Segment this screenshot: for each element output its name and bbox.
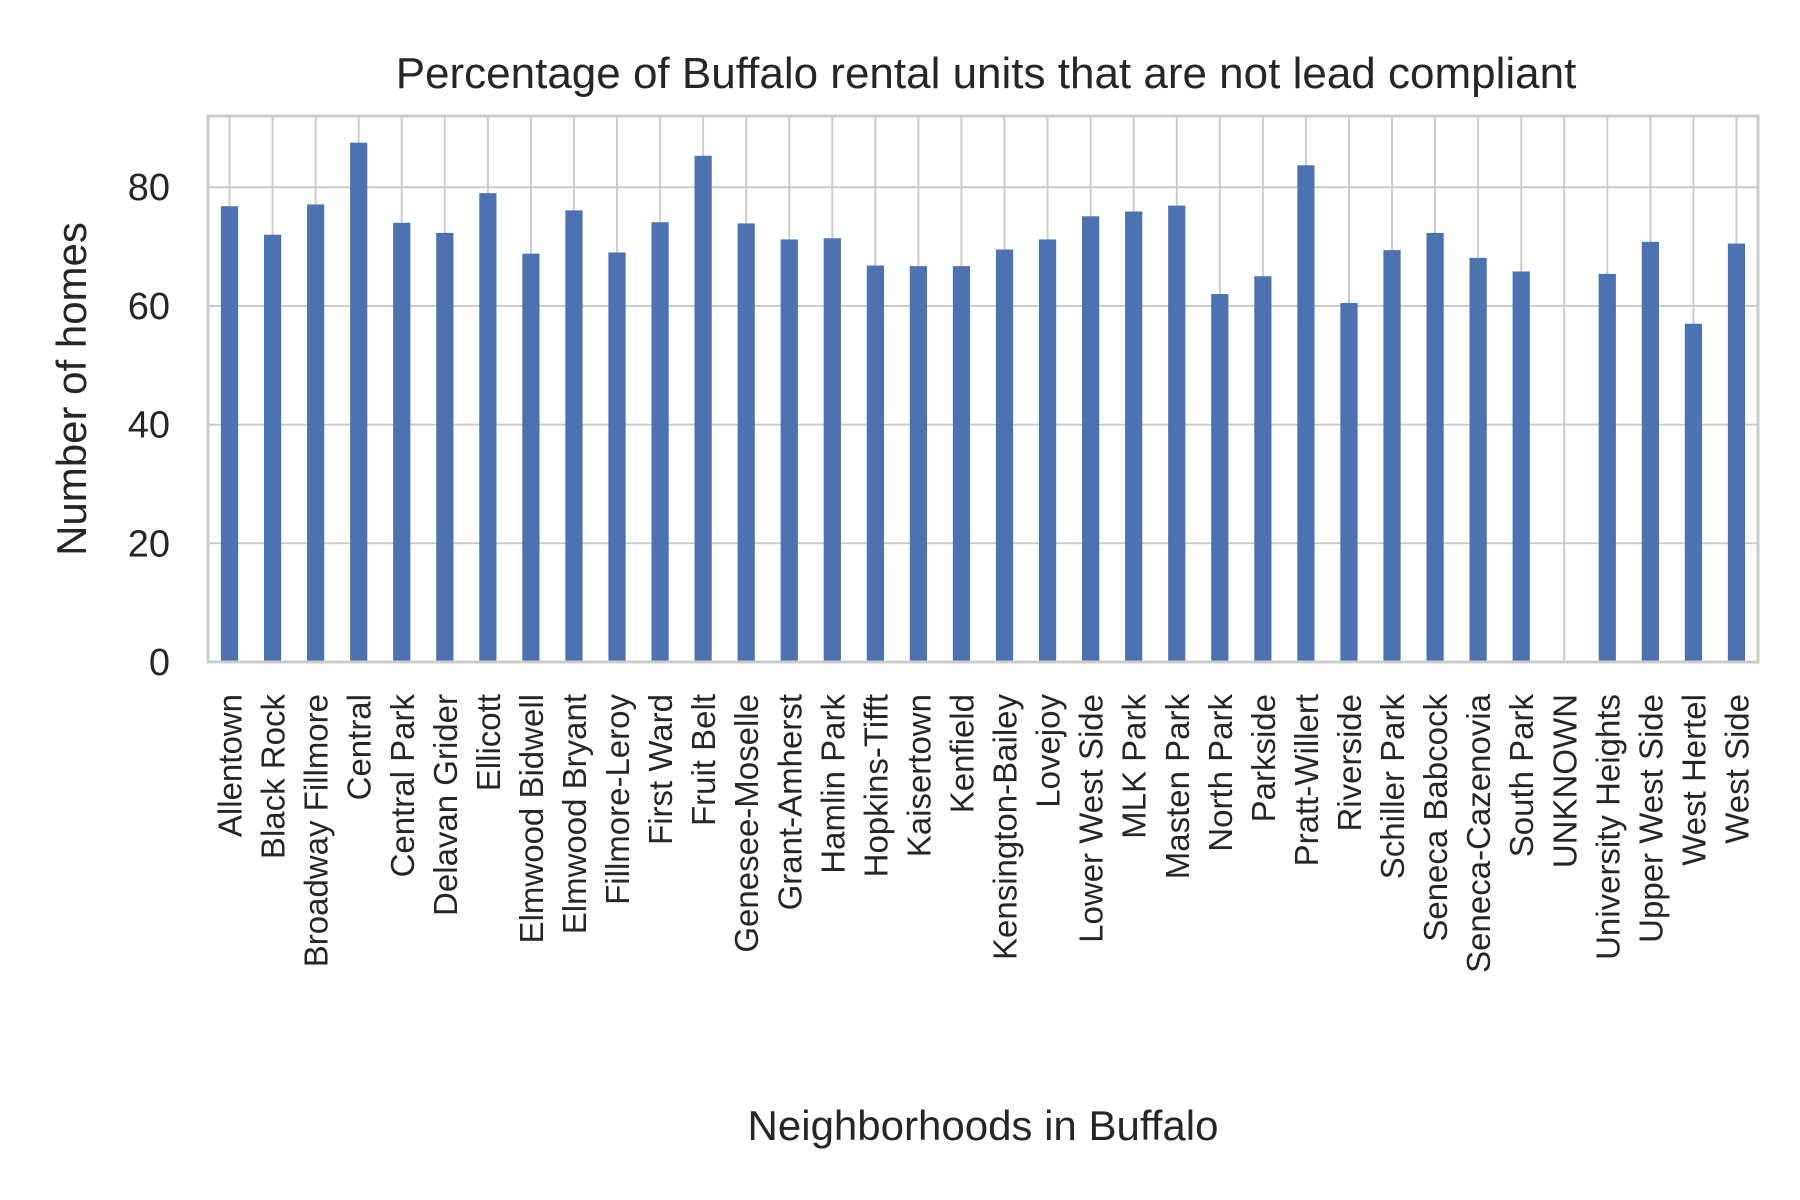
bar <box>1426 232 1444 662</box>
bar <box>1211 294 1229 662</box>
bar <box>1641 241 1659 663</box>
bar <box>1684 323 1703 662</box>
bar <box>780 239 798 662</box>
bar <box>1383 250 1401 662</box>
plot-frame <box>206 114 1760 664</box>
x-tick-label: Ellicott <box>470 694 507 791</box>
x-tick-label: Delavan Grider <box>427 694 464 916</box>
x-tick-label: South Park <box>1503 694 1540 858</box>
x-tick-label: Upper West Side <box>1632 694 1669 943</box>
x-tick-label: Central Park <box>384 694 421 878</box>
x-tick-label: MLK Park <box>1116 694 1153 839</box>
x-axis-label: Neighborhoods in Buffalo <box>748 1102 1219 1149</box>
x-tick-labels: Allentown Black Rock Broadway Fillmore Cent… <box>212 693 1756 972</box>
x-tick-label: Hamlin Park <box>814 694 851 874</box>
x-tick-label: North Park <box>1202 694 1239 852</box>
bar <box>350 142 368 662</box>
x-tick-label: Allentown <box>212 694 249 837</box>
bar <box>1512 271 1530 662</box>
bar <box>263 234 282 662</box>
x-tick-label: Fruit Belt <box>685 694 722 826</box>
bar <box>866 265 884 662</box>
y-tick-label: 60 <box>128 286 170 328</box>
x-tick-label: Masten Park <box>1159 694 1196 880</box>
x-tick-label: Kenfield <box>943 694 980 813</box>
x-tick-label: Elmwood Bryant <box>556 694 593 934</box>
bar <box>1297 165 1315 662</box>
x-tick-label: Broadway Fillmore <box>298 694 335 967</box>
x-tick-label: Kensington-Bailey <box>987 694 1024 960</box>
y-axis-label: Number of homes <box>48 222 95 556</box>
bar <box>1168 205 1186 662</box>
x-tick-label: Central <box>341 694 378 800</box>
x-tick-label: West Hertel <box>1675 694 1712 866</box>
bar <box>1727 243 1746 662</box>
x-tick-label: Lower West Side <box>1073 694 1110 943</box>
x-tick-label: Parkside <box>1245 694 1282 822</box>
x-tick-label: Elmwood Bidwell <box>513 694 550 943</box>
chart-title: Percentage of Buffalo rental units that … <box>396 49 1577 98</box>
bar <box>1254 276 1272 662</box>
bar <box>995 249 1014 663</box>
x-tick-label: Hopkins-Tifft <box>857 694 894 877</box>
x-tick-label: Pratt-Willert <box>1288 694 1325 866</box>
bar <box>1340 302 1358 662</box>
bar <box>909 266 928 662</box>
bar <box>1038 239 1057 662</box>
x-tick-label: Grant-Amherst <box>771 694 808 910</box>
bar <box>608 252 626 662</box>
bar <box>1598 273 1616 662</box>
bar <box>522 253 540 662</box>
y-tick-labels: 0 20 40 60 80 <box>128 167 170 684</box>
x-tick-label: Seneca Babcock <box>1417 694 1454 942</box>
x-tick-label: UNKNOWN <box>1546 694 1583 868</box>
y-tick-label: 40 <box>128 405 170 447</box>
bar <box>436 232 454 662</box>
y-tick-label: 20 <box>128 523 170 565</box>
x-tick-label: Genesee-Moselle <box>728 694 765 953</box>
bar <box>479 193 497 663</box>
bars <box>220 142 1746 663</box>
bar <box>694 155 712 662</box>
x-tick-label: University Heights <box>1589 694 1626 960</box>
x-tick-label: Black Rock <box>255 694 292 860</box>
bar <box>1469 257 1487 662</box>
x-tick-label: Kaisertown <box>900 694 937 857</box>
x-tick-label: Fillmore-Leroy <box>599 694 636 905</box>
x-tick-label: Riverside <box>1331 694 1368 832</box>
bar <box>220 206 239 663</box>
y-tick-label: 80 <box>128 167 170 209</box>
bar <box>565 210 583 662</box>
bar <box>1082 216 1100 662</box>
x-tick-label: First Ward <box>642 694 679 845</box>
y-tick-label: 0 <box>149 642 170 684</box>
bar <box>393 222 411 662</box>
bar <box>307 204 325 662</box>
bar <box>952 266 971 662</box>
bar <box>1125 211 1143 663</box>
bar <box>737 223 755 663</box>
x-tick-label: West Side <box>1718 694 1755 844</box>
bar <box>823 238 841 662</box>
x-tick-label: Lovejoy <box>1030 694 1067 808</box>
x-tick-label: Schiller Park <box>1374 694 1411 880</box>
x-tick-label: Seneca-Cazenovia <box>1460 693 1497 972</box>
bar <box>651 222 669 662</box>
